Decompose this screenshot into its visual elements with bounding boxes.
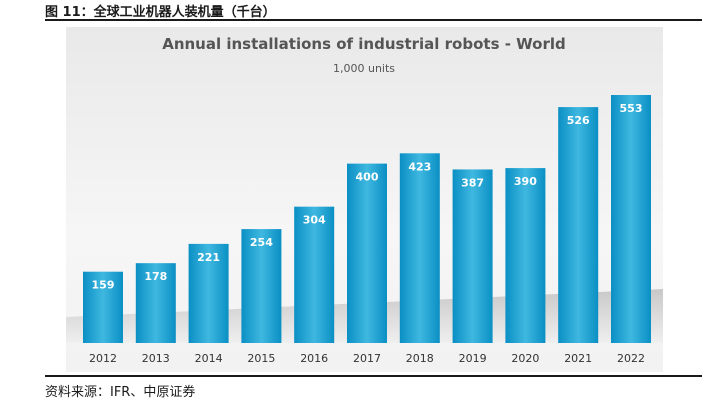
bar-2017 xyxy=(347,163,387,343)
bottom-rule xyxy=(45,375,702,377)
x-tick-label: 2012 xyxy=(89,352,117,365)
x-tick-label: 2016 xyxy=(300,352,328,365)
chart-subtitle: 1,000 units xyxy=(333,62,395,75)
bar-2012 xyxy=(83,271,123,343)
bar-value-label: 423 xyxy=(408,160,431,173)
bar-value-label: 390 xyxy=(514,175,537,188)
x-tick-label: 2017 xyxy=(353,352,381,365)
bar-value-label: 304 xyxy=(303,214,326,227)
bar-chart: Annual installations of industrial robot… xyxy=(66,35,663,365)
bar-2021 xyxy=(558,107,599,344)
bar-2020 xyxy=(505,168,546,343)
bar-value-label: 178 xyxy=(144,270,167,283)
x-tick-label: 2021 xyxy=(564,352,592,365)
x-tick-label: 2015 xyxy=(247,352,275,365)
chart-title: Annual installations of industrial robot… xyxy=(162,35,566,53)
bar-value-label: 526 xyxy=(567,114,590,127)
bar-2015 xyxy=(241,229,282,343)
bar-value-label: 387 xyxy=(461,176,484,189)
bar-2016 xyxy=(294,206,335,343)
bar-2013 xyxy=(135,263,176,343)
figure-title: 图 11：全球工业机器人装机量（千台） xyxy=(45,5,276,20)
x-tick-label: 2020 xyxy=(511,352,539,365)
source-note: 资料来源：IFR、中原证券 xyxy=(45,385,196,400)
bar-2014 xyxy=(188,243,229,343)
x-tick-label: 2013 xyxy=(142,352,170,365)
bar-2019 xyxy=(452,169,493,343)
bar-2018 xyxy=(399,153,440,343)
bar-2022 xyxy=(611,95,651,343)
bar-value-label: 221 xyxy=(197,251,220,264)
x-tick-label: 2022 xyxy=(617,352,645,365)
top-rule xyxy=(45,19,702,21)
bar-value-label: 400 xyxy=(356,171,379,184)
x-tick-label: 2014 xyxy=(195,352,223,365)
bar-value-label: 159 xyxy=(92,279,115,292)
chart-panel: Annual installations of industrial robot… xyxy=(66,27,663,372)
bar-value-label: 553 xyxy=(620,102,643,115)
x-tick-label: 2018 xyxy=(406,352,434,365)
x-tick-label: 2019 xyxy=(459,352,487,365)
bar-value-label: 254 xyxy=(250,236,273,249)
